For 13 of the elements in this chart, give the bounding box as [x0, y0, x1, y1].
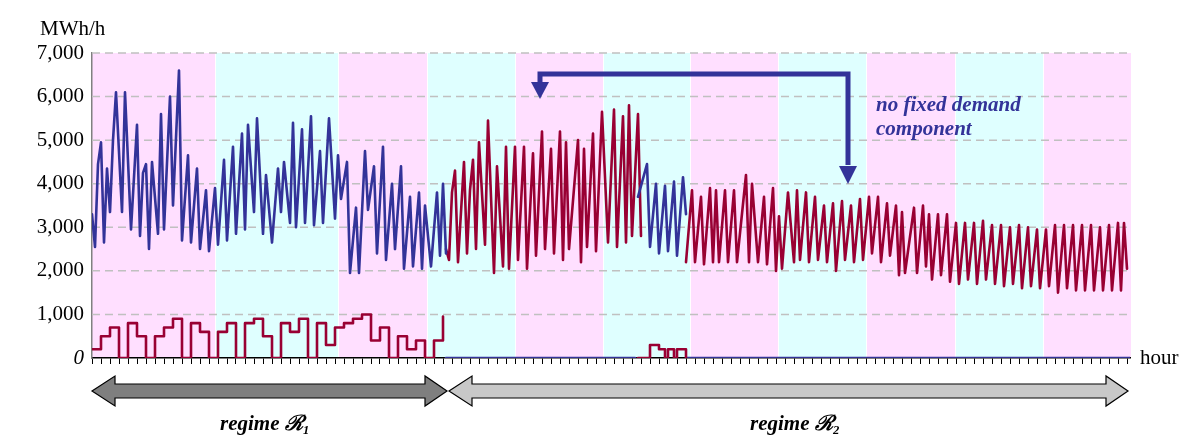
- y-tick-label: 1,000: [36, 300, 84, 325]
- y-tick-label: 7,000: [36, 39, 84, 64]
- x-axis-title: hour: [1140, 345, 1179, 370]
- y-tick-label: 3,000: [36, 213, 84, 238]
- text: regime ℛ₂: [749, 410, 841, 436]
- y-tick-label: 0: [73, 344, 85, 369]
- y-tick-label: 2,000: [36, 257, 84, 282]
- y-tick-label: 5,000: [36, 126, 84, 151]
- annotation: no fixed demand component: [876, 92, 1022, 140]
- y-tick-label: 6,000: [36, 83, 84, 108]
- y-axis-title: MWh/h: [40, 16, 106, 41]
- text: regime ℛ₁: [219, 410, 311, 436]
- y-tick-label: 4,000: [36, 170, 84, 195]
